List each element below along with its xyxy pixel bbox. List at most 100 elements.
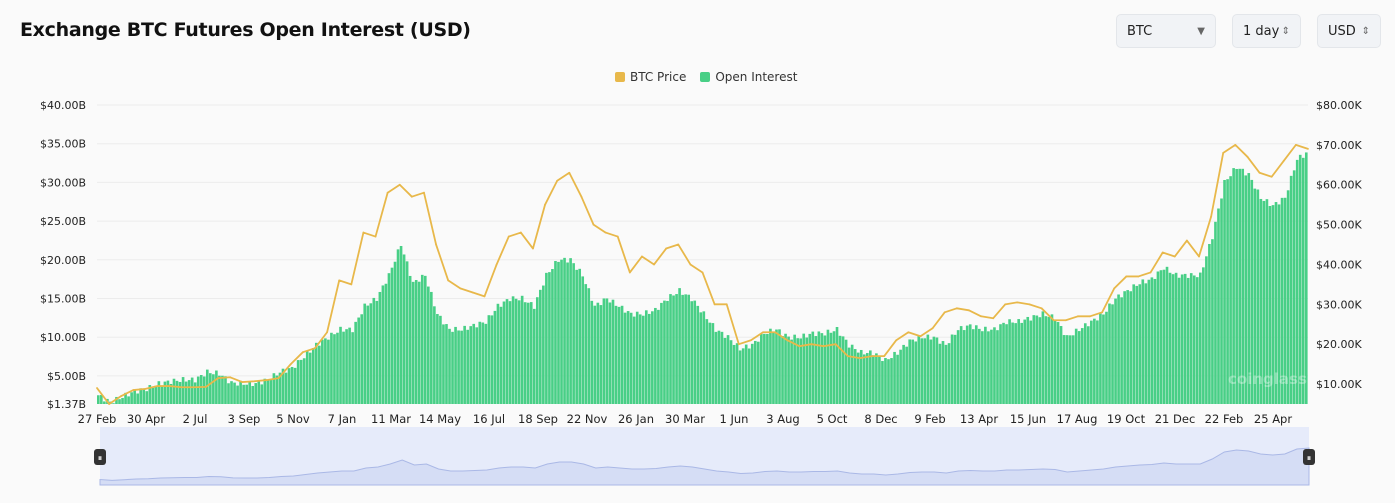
btc-price-point [205, 385, 207, 388]
navigator-handle[interactable] [1303, 449, 1315, 465]
oi-bar [478, 321, 482, 404]
watermark-logo: coinglass [1228, 370, 1307, 388]
btc-price-point [350, 283, 353, 286]
oi-bar [1129, 291, 1133, 404]
oi-bar [644, 310, 648, 404]
oi-bar [563, 257, 566, 404]
oi-bar [390, 267, 394, 404]
oi-bar [820, 333, 824, 404]
oi-bar [327, 339, 330, 404]
oi-bar [1189, 273, 1193, 404]
oi-bar [1271, 205, 1275, 404]
btc-price-point [1173, 255, 1176, 258]
oi-bar [763, 333, 766, 404]
x-tick-label: 3 Aug [766, 412, 799, 426]
oi-bar [1020, 322, 1024, 404]
oi-bar [302, 358, 306, 404]
interval-select[interactable]: 1 day ⇕ [1232, 14, 1301, 48]
btc-price-point [677, 243, 680, 246]
oi-bar [324, 338, 327, 404]
btc-price-point [1307, 147, 1309, 150]
oi-bar [917, 335, 921, 404]
oi-bar [484, 323, 488, 404]
oi-bar [738, 350, 742, 404]
oi-bar [875, 353, 878, 404]
legend-item-btc-price[interactable]: BTC Price [615, 70, 686, 84]
oi-bar [878, 355, 881, 404]
btc-price-point [1113, 287, 1116, 290]
oi-bar [593, 305, 597, 404]
legend-label: BTC Price [630, 70, 687, 84]
up-down-chevron-icon: ⇕ [1281, 25, 1290, 37]
x-tick-label: 15 Jun [1010, 412, 1046, 426]
oi-bar [884, 358, 887, 404]
oi-bar [947, 343, 951, 404]
oi-bar [611, 299, 615, 404]
oi-bar [178, 381, 182, 404]
oi-bar [823, 335, 827, 404]
oi-bar [1086, 326, 1090, 404]
coin-select[interactable]: BTC ▼ [1116, 14, 1216, 48]
oi-bar [1250, 179, 1254, 404]
oi-bar [405, 261, 409, 404]
oi-bar [529, 302, 533, 404]
oi-bar [1199, 272, 1202, 404]
oi-bar [723, 337, 727, 404]
oi-bar [526, 302, 530, 404]
legend-item-open-interest[interactable]: Open Interest [700, 70, 797, 84]
oi-bar [923, 338, 927, 404]
oi-bar [1077, 331, 1081, 404]
oi-bar [1074, 328, 1078, 404]
x-tick-label: 14 May [419, 412, 461, 426]
oi-bar [905, 346, 908, 404]
oi-bar [293, 367, 297, 404]
oi-bar [426, 286, 430, 404]
oi-bar [953, 334, 957, 404]
oi-bar [439, 315, 442, 404]
oi-bar [1241, 168, 1245, 404]
oi-bar [578, 268, 581, 404]
oi-bar [333, 334, 336, 404]
oi-bar [787, 336, 790, 404]
grip-icon: ⏸ [1307, 454, 1312, 464]
oi-bar [1195, 277, 1199, 404]
oi-bar [956, 330, 960, 404]
y-left-tick-label: $15.00B [40, 293, 86, 306]
oi-bar [702, 311, 706, 404]
currency-select[interactable]: USD ⇕ [1317, 14, 1381, 48]
btc-price-point [798, 345, 801, 348]
oi-bar [1304, 152, 1308, 404]
x-tick-label: 9 Feb [914, 412, 945, 426]
oi-bar [308, 352, 312, 404]
btc-price-point [1125, 275, 1128, 278]
navigator-handle[interactable] [94, 449, 106, 465]
oi-bar [1017, 319, 1020, 404]
oi-bar [190, 377, 194, 404]
oi-bar [696, 305, 700, 404]
oi-bar [599, 305, 603, 404]
btc-price-point [846, 355, 849, 358]
x-tick-label: 26 Jan [618, 412, 654, 426]
oi-bar [1135, 285, 1139, 404]
oi-bar [690, 301, 694, 404]
btc-price-point [326, 331, 328, 334]
oi-bar [959, 326, 963, 404]
oi-bar [1117, 294, 1120, 404]
oi-bar [184, 381, 188, 404]
oi-bar [1068, 335, 1072, 404]
oi-bar [266, 379, 270, 404]
oi-bar [769, 328, 772, 404]
oi-bar [1111, 304, 1114, 404]
oi-bar [881, 361, 884, 404]
oi-bar [378, 291, 382, 404]
oi-bar [651, 311, 654, 404]
oi-bar [284, 372, 288, 404]
oi-bar [1159, 270, 1163, 404]
oi-bar [1096, 320, 1099, 404]
oi-bar [760, 333, 763, 404]
oi-bar [227, 383, 230, 404]
oi-bar [1226, 179, 1229, 404]
btc-price-point [907, 331, 910, 334]
oi-bar [532, 308, 536, 404]
btc-price-point [641, 255, 643, 258]
